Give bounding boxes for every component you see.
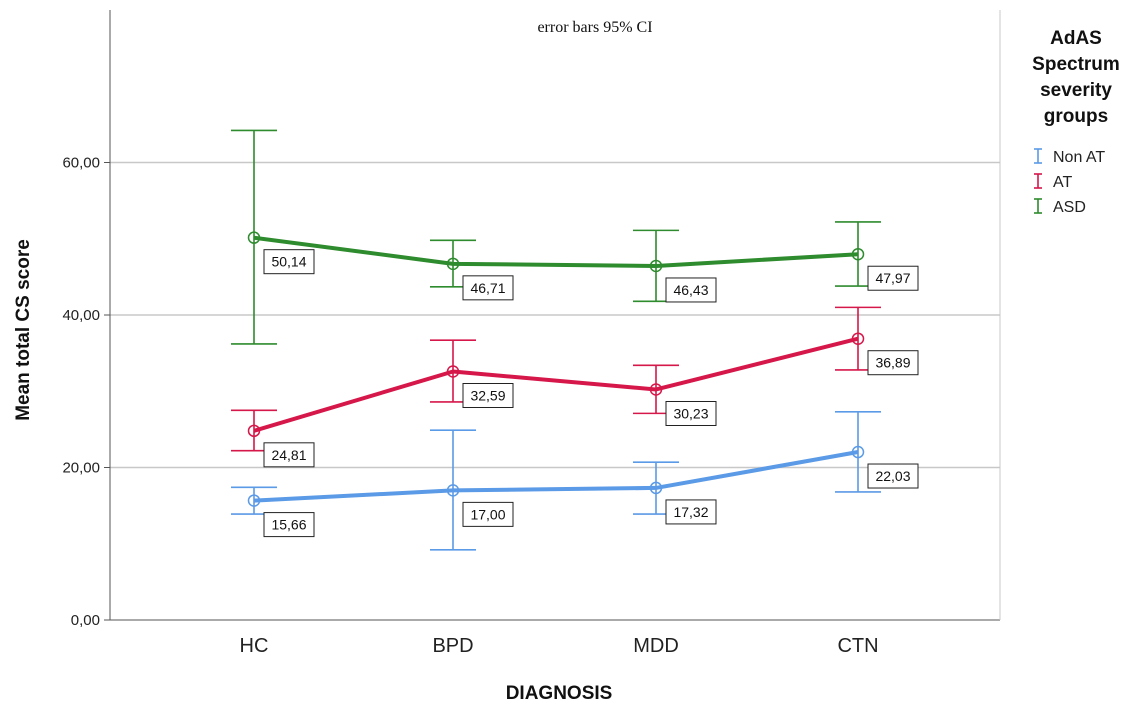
data-label-box bbox=[665, 499, 717, 525]
series-line bbox=[253, 450, 859, 503]
data-label: 50,14 bbox=[271, 254, 306, 270]
legend-title-line-1: AdAS bbox=[1050, 28, 1102, 49]
series-group: 15,66 17,00 17,32 22,03 24,81 32,59 30,23 36,89… bbox=[231, 129, 919, 551]
data-label: 17,32 bbox=[673, 504, 708, 520]
y-tick-label: 40,00 bbox=[62, 307, 100, 324]
data-label: 36,89 bbox=[875, 355, 910, 371]
data-label-box bbox=[867, 463, 919, 489]
legend-entry-non-at: Non AT bbox=[1034, 148, 1105, 166]
data-label: 32,59 bbox=[470, 388, 505, 404]
x-tick-label: MDD bbox=[633, 635, 679, 657]
data-label: 30,23 bbox=[673, 405, 708, 421]
data-label: 47,97 bbox=[875, 270, 910, 286]
series-line bbox=[253, 235, 859, 268]
y-tick-labels: 0,00 20,00 40,00 60,00 bbox=[62, 155, 110, 629]
gridlines bbox=[110, 161, 1000, 469]
data-label: 46,71 bbox=[470, 280, 505, 296]
data-label-box bbox=[867, 265, 919, 291]
data-point bbox=[851, 247, 865, 261]
data-label: 46,43 bbox=[673, 282, 708, 298]
data-point bbox=[649, 481, 663, 495]
data-label-box bbox=[462, 383, 514, 409]
data-point bbox=[851, 332, 865, 345]
data-point bbox=[649, 259, 663, 273]
data-label-box bbox=[263, 442, 315, 468]
x-tick-label: BPD bbox=[432, 635, 473, 657]
data-point bbox=[649, 383, 663, 396]
series-asd: 50,14 46,71 46,43 47,97 bbox=[231, 129, 919, 345]
legend-entry-at: AT bbox=[1034, 173, 1072, 191]
data-point bbox=[446, 365, 460, 378]
x-tick-label: CTN bbox=[837, 635, 878, 657]
series-non-at: 15,66 17,00 17,32 22,03 bbox=[231, 411, 919, 551]
y-tick-label: 20,00 bbox=[62, 460, 100, 477]
data-point bbox=[247, 494, 261, 507]
y-tick-label: 0,00 bbox=[71, 612, 100, 629]
data-label-box bbox=[665, 277, 717, 303]
data-point bbox=[247, 231, 261, 244]
y-tick-label: 60,00 bbox=[62, 155, 100, 172]
data-label: 24,81 bbox=[271, 447, 306, 463]
data-point bbox=[446, 484, 460, 497]
legend-label: AT bbox=[1053, 174, 1072, 191]
legend-entry-asd: ASD bbox=[1034, 198, 1086, 216]
data-label-box bbox=[263, 249, 315, 275]
data-label: 22,03 bbox=[875, 468, 910, 484]
data-label-box bbox=[665, 400, 717, 426]
data-label-box bbox=[462, 501, 514, 527]
data-point bbox=[446, 257, 460, 271]
legend-title-line-2: Spectrum bbox=[1032, 54, 1120, 75]
y-axis-title: Mean total CS score bbox=[13, 239, 34, 421]
legend: AdAS Spectrum severity groups Non AT AT AS… bbox=[1032, 28, 1120, 216]
x-tick-label: HC bbox=[240, 635, 269, 657]
data-point bbox=[851, 445, 865, 459]
x-axis-title: DIAGNOSIS bbox=[506, 683, 613, 704]
legend-title-line-3: severity bbox=[1040, 80, 1112, 101]
data-label-box bbox=[867, 350, 919, 376]
data-label: 17,00 bbox=[470, 506, 505, 522]
series-line bbox=[253, 336, 859, 433]
data-label: 15,66 bbox=[271, 517, 306, 533]
legend-label: Non AT bbox=[1053, 149, 1105, 166]
legend-title-line-4: groups bbox=[1044, 106, 1108, 127]
x-tick-labels: HC BPD MDD CTN bbox=[240, 635, 879, 657]
chart-subtitle: error bars 95% CI bbox=[537, 19, 652, 36]
legend-label: ASD bbox=[1053, 199, 1086, 216]
data-point bbox=[247, 424, 261, 438]
series-at: 24,81 32,59 30,23 36,89 bbox=[231, 306, 919, 468]
data-label-box bbox=[462, 275, 514, 301]
legend-entries: Non AT AT ASD bbox=[1034, 148, 1105, 216]
data-label-box bbox=[263, 512, 315, 538]
